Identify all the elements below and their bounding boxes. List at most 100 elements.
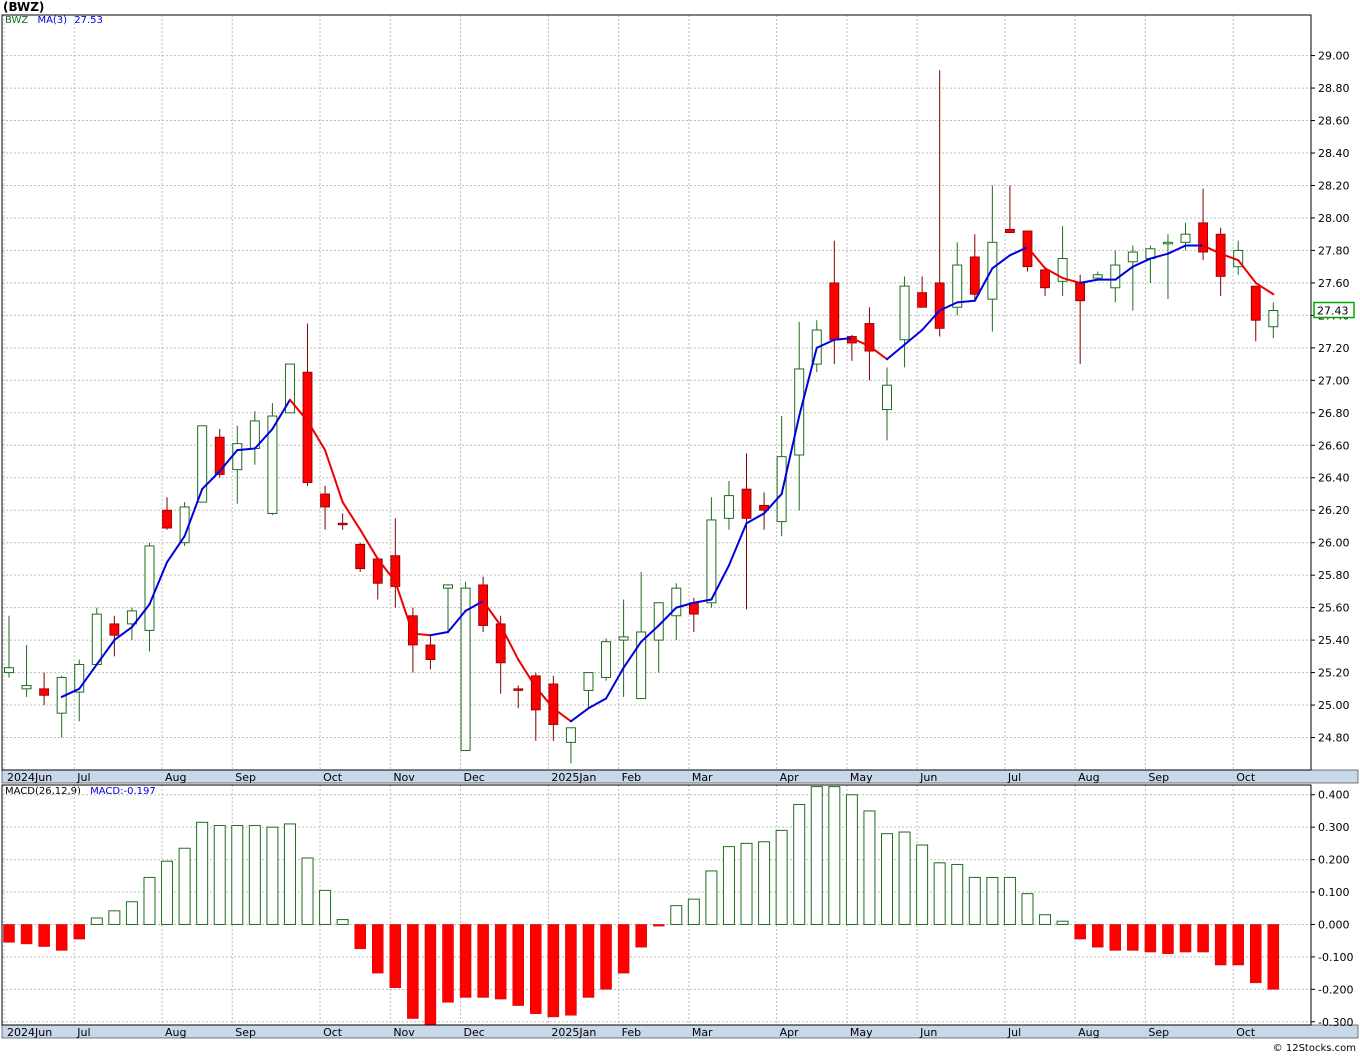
ma-segment	[921, 309, 941, 331]
candle-body-down	[355, 543, 366, 570]
price-x-tick-label: May	[850, 771, 873, 784]
candle-body-up	[74, 663, 85, 693]
candle-body-down	[934, 282, 945, 329]
ma-segment	[973, 267, 994, 302]
candle-body-up	[1057, 258, 1068, 282]
price-x-tick-label: Mar	[692, 771, 713, 784]
price-y-tick-label: 28.60	[1318, 115, 1350, 128]
ma-segment	[447, 609, 467, 633]
candle-body-up	[952, 264, 963, 308]
macd-bar-negative	[1232, 924, 1244, 966]
price-x-tick-label: Feb	[622, 771, 641, 784]
macd-x-tick-label: Aug	[165, 1026, 186, 1039]
ma-segment	[605, 666, 625, 700]
macd-y-tick-label: 0.000	[1318, 918, 1350, 931]
price-y-tick-label: 27.00	[1318, 374, 1350, 387]
ma-segment	[1008, 246, 1029, 257]
macd-bar-negative	[372, 924, 384, 974]
macd-bar-positive	[283, 823, 296, 925]
candle-body-up	[987, 241, 998, 300]
macd-bar-negative	[20, 924, 33, 945]
macd-bar-positive	[898, 831, 911, 925]
macd-bar-negative	[1127, 924, 1139, 951]
macd-bar-positive	[108, 910, 121, 925]
macd-y-tick-label: -0.200	[1318, 983, 1353, 996]
macd-bar-negative	[600, 924, 612, 990]
ma-segment	[271, 398, 291, 431]
ma-segment	[569, 707, 590, 723]
candle-body-up	[1268, 310, 1279, 328]
price-y-tick-label: 28.80	[1318, 82, 1350, 95]
macd-x-tick-label: Aug	[1078, 1026, 1099, 1039]
macd-y-tick-label: 0.100	[1318, 886, 1350, 899]
ma-segment	[1202, 244, 1222, 255]
price-x-tick-label: Jun	[919, 771, 937, 784]
macd-bar-negative	[407, 924, 419, 1019]
candle-body-up	[636, 631, 647, 700]
chart-title: (BWZ)	[3, 0, 45, 14]
macd-bar-negative	[442, 924, 454, 1003]
macd-bar-positive	[758, 841, 771, 925]
ma-segment	[727, 522, 748, 567]
macd-bars	[3, 786, 1280, 1026]
candle-body-up	[91, 613, 102, 665]
ma-segment	[376, 557, 397, 583]
ma-segment	[675, 601, 695, 609]
macd-bar-negative	[652, 924, 665, 927]
macd-bar-positive	[740, 842, 753, 925]
macd-bar-positive	[125, 901, 138, 925]
candle-body-up	[565, 727, 576, 743]
candle-body-up	[460, 587, 471, 752]
ma-segment	[1044, 267, 1064, 280]
candle-body-up	[267, 415, 278, 514]
ma-segment	[148, 561, 169, 606]
ma-segment	[464, 600, 485, 612]
ma-segment	[78, 663, 98, 690]
price-x-tick-label: Aug	[165, 771, 186, 784]
price-y-tick-label: 28.20	[1318, 179, 1350, 192]
ma-segment	[113, 626, 133, 642]
macd-label: MACD(26,12,9)	[5, 786, 81, 797]
macd-bar-negative	[617, 924, 630, 974]
ma-segment	[763, 492, 783, 515]
ma-segment	[1149, 252, 1169, 260]
candle-body-up	[197, 425, 208, 503]
price-y-tick-label: 25.40	[1318, 634, 1350, 647]
macd-x-tick-label: Feb	[622, 1026, 641, 1039]
date-bands	[1, 769, 1359, 1039]
macd-bar-negative	[582, 924, 595, 998]
candle-body-down	[741, 488, 752, 519]
ma-segment	[1131, 257, 1152, 268]
price-y-tick-label: 27.20	[1318, 342, 1350, 355]
macd-bar-positive	[828, 786, 841, 925]
macd-bar-negative	[565, 924, 577, 1016]
ma-segment	[710, 564, 730, 601]
macd-bar-positive	[1039, 914, 1052, 925]
price-x-tick-label: Oct	[1236, 771, 1256, 784]
last-price-tag-text: 27.43	[1317, 305, 1349, 318]
ma-segment	[482, 600, 502, 627]
macd-bar-positive	[722, 846, 735, 925]
ma-segment	[166, 535, 186, 564]
macd-x-tick-label: Jul	[76, 1026, 90, 1039]
ma-segment	[692, 598, 713, 604]
macd-bar-positive	[1056, 920, 1069, 925]
macd-bar-positive	[775, 829, 788, 925]
macd-bar-positive	[986, 876, 999, 925]
ma-segment	[359, 528, 379, 560]
macd-y-tick-label: -0.300	[1318, 1016, 1353, 1029]
macd-x-tick-label: Jul	[1007, 1026, 1021, 1039]
macd-x-tick-label: Oct	[323, 1026, 343, 1039]
candle-body-up	[232, 443, 243, 471]
macd-bar-negative	[73, 924, 85, 940]
macd-bar-positive	[178, 847, 191, 925]
ma-segment	[306, 419, 327, 452]
ma-segment	[218, 449, 239, 473]
ma-segment	[780, 415, 801, 495]
macd-bar-positive	[845, 794, 858, 925]
macd-x-tick-label: Apr	[780, 1026, 800, 1039]
candle-body-down	[969, 256, 980, 295]
ma-segment	[236, 447, 256, 452]
price-x-tick-label: Oct	[323, 771, 343, 784]
candle-body-up	[583, 672, 594, 691]
